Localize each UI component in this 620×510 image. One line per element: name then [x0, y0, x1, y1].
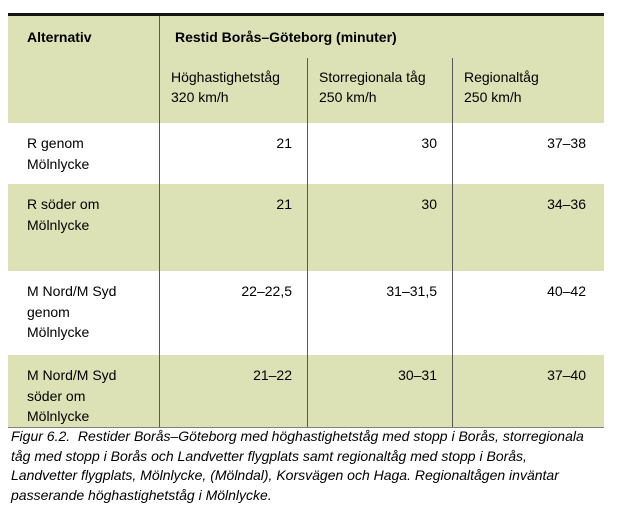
row-label: R söder om Mölnlycke	[27, 196, 100, 233]
row-label: M Nord/M Syd söder om Mölnlycke	[27, 367, 117, 424]
cell-value: 21	[159, 184, 307, 271]
table-row: R genom Mölnlycke 21 30 37–38	[8, 123, 604, 184]
cell-value: 21	[159, 123, 307, 184]
column-header-hoghastighetstag: Höghastighetståg 320 km/h	[171, 69, 280, 105]
group-header-restid: Restid Borås–Göteborg (minuter)	[175, 29, 397, 45]
table-row: M Nord/M Syd genom Mölnlycke 22–22,5 31–…	[8, 271, 604, 355]
subheader-row: Höghastighetståg 320 km/h Storregionala …	[160, 58, 604, 123]
travel-time-column-group: Restid Borås–Göteborg (minuter) Höghasti…	[159, 16, 604, 123]
cell-value: 30–31	[307, 355, 452, 427]
cell-value: 34–36	[452, 184, 604, 271]
column-header-storregionala-tag: Storregionala tåg 250 km/h	[307, 58, 452, 123]
row-label: M Nord/M Syd genom Mölnlycke	[27, 283, 117, 340]
table-row: M Nord/M Syd söder om Mölnlycke 21–22 30…	[8, 355, 604, 427]
cell-value: 30	[307, 123, 452, 184]
table-row: R söder om Mölnlycke 21 30 34–36	[8, 184, 604, 271]
cell-value: 31–31,5	[307, 271, 452, 355]
cell-value: 37–38	[452, 123, 604, 184]
figure-caption: Figur 6.2. Restider Borås–Göteborg med h…	[11, 428, 584, 503]
cell-value: 22–22,5	[159, 271, 307, 355]
travel-time-table: Alternativ Restid Borås–Göteborg (minute…	[8, 13, 604, 428]
cell-value: 40–42	[452, 271, 604, 355]
cell-value: 30	[307, 184, 452, 271]
column-header-alternativ: Alternativ	[27, 29, 92, 45]
table-header-band: Alternativ Restid Borås–Göteborg (minute…	[8, 16, 604, 123]
column-header-regionaltag: Regionaltåg 250 km/h	[452, 58, 604, 123]
cell-value: 37–40	[452, 355, 604, 427]
row-label: R genom Mölnlycke	[27, 135, 90, 172]
cell-value: 21–22	[159, 355, 307, 427]
